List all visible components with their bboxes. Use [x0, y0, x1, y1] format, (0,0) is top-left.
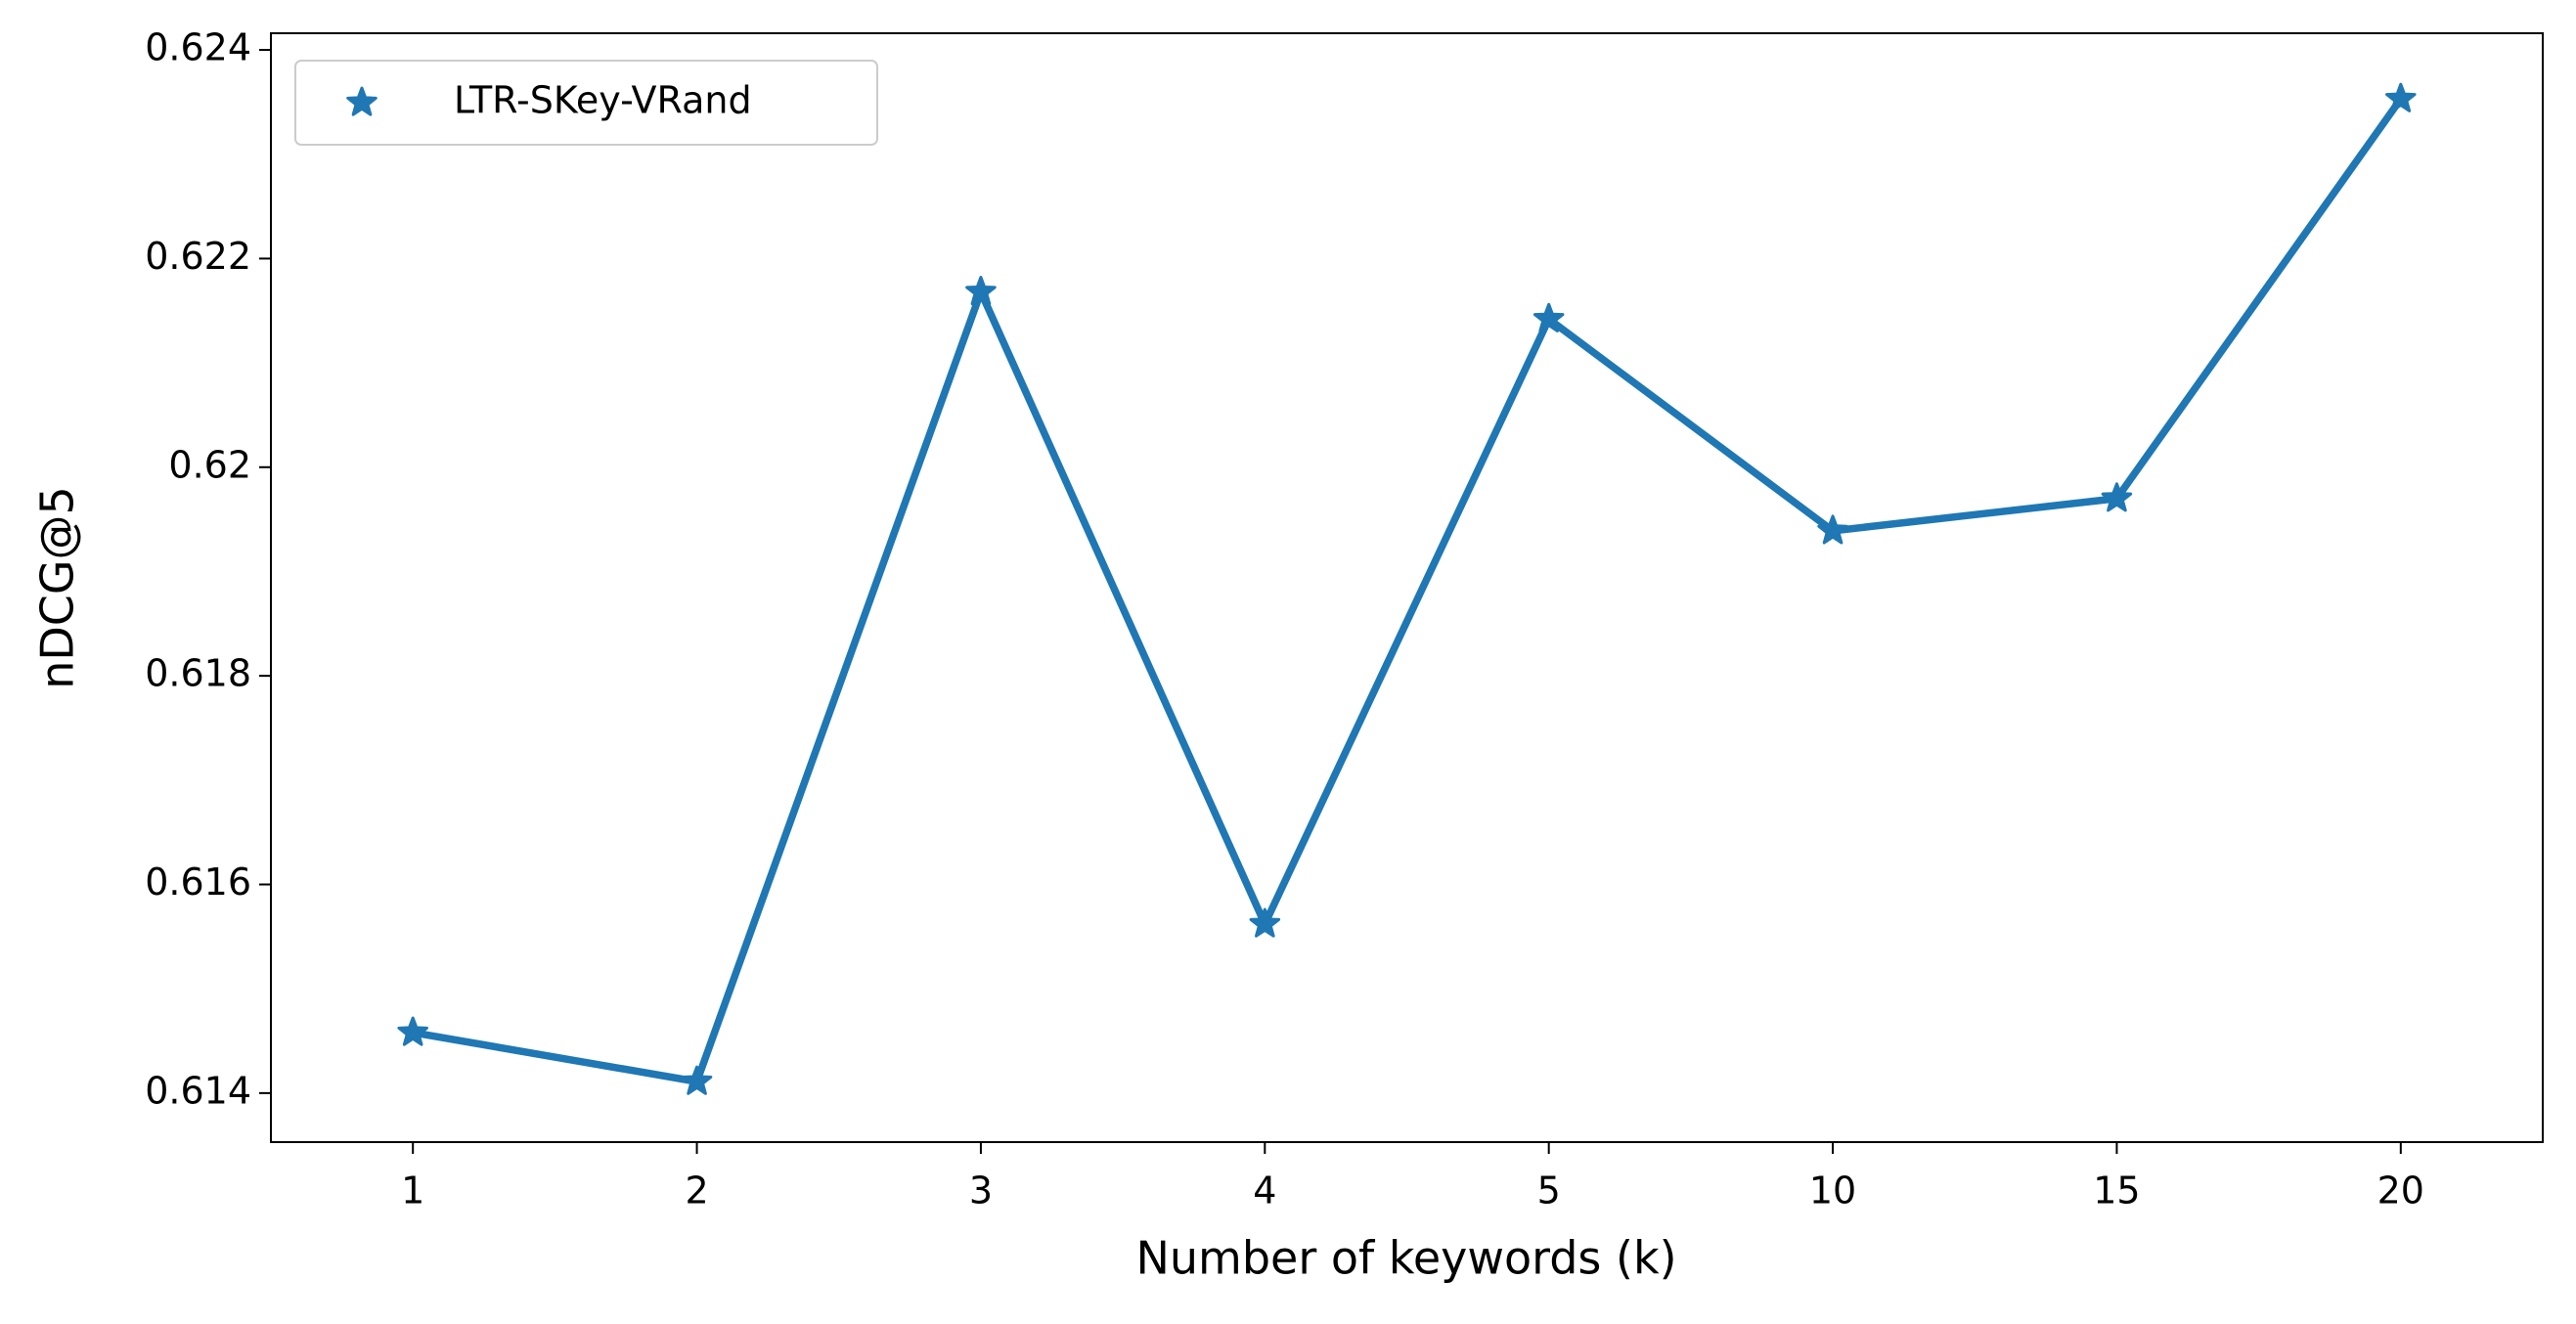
- legend-label: LTR-SKey-VRand: [454, 79, 752, 122]
- x-tick-label: 3: [969, 1170, 993, 1213]
- legend-box: [294, 60, 878, 146]
- series-line: [412, 97, 2404, 1085]
- point-marker: [1249, 907, 1281, 938]
- point-marker: [397, 1016, 428, 1046]
- x-tick-label: 1: [401, 1170, 424, 1213]
- x-axis-label: Number of keywords (k): [1135, 1232, 1676, 1285]
- point-marker: [2385, 82, 2417, 112]
- x-tick-label: 5: [1537, 1170, 1561, 1213]
- point-marker: [1817, 514, 1848, 545]
- point-marker: [1532, 302, 1565, 332]
- x-tick-label: 2: [685, 1170, 708, 1213]
- y-tick-label: 0.614: [145, 1069, 251, 1112]
- x-tick-label: 10: [1809, 1170, 1856, 1213]
- point-marker: [965, 276, 997, 306]
- point-marker: [2101, 482, 2133, 512]
- legend-marker: [346, 86, 378, 116]
- x-tick-label: 15: [2093, 1170, 2140, 1213]
- x-tick-label: 4: [1253, 1170, 1276, 1213]
- y-tick-label: 0.618: [145, 652, 251, 695]
- plot-frame: [270, 32, 2544, 1143]
- x-tick-label: 20: [2377, 1170, 2424, 1213]
- y-tick-label: 0.624: [145, 26, 251, 69]
- point-marker: [681, 1065, 713, 1095]
- y-tick-label: 0.616: [145, 861, 251, 904]
- y-axis-label: nDCG@5: [31, 486, 84, 689]
- y-tick-label: 0.622: [145, 235, 251, 278]
- y-tick-label: 0.62: [168, 443, 251, 486]
